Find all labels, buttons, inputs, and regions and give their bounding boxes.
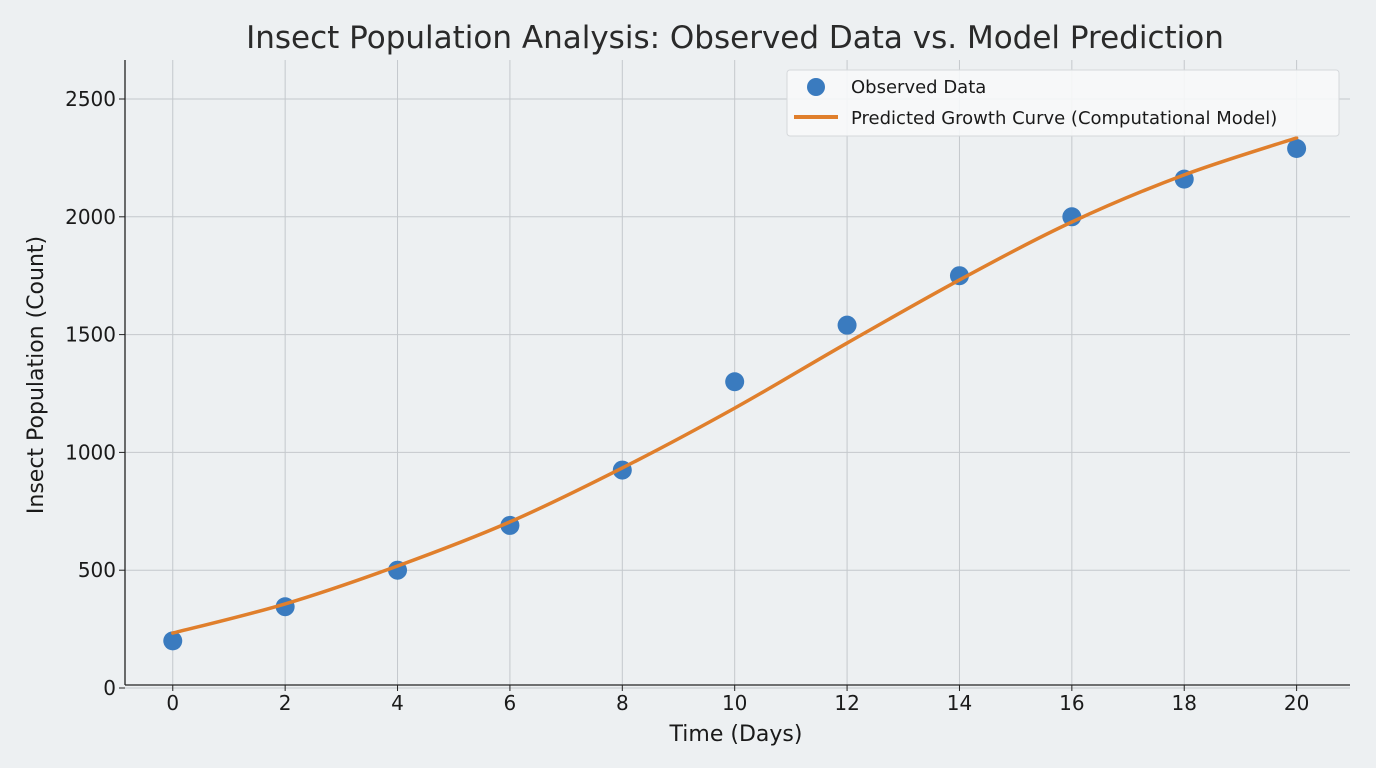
x-tick-label: 8 <box>616 691 629 715</box>
y-axis-label: Insect Population (Count) <box>24 236 49 514</box>
y-tick-label: 2500 <box>65 87 116 111</box>
legend: Observed Data Predicted Growth Curve (Co… <box>786 69 1340 137</box>
series-marks <box>163 136 1307 651</box>
axes <box>119 60 1350 691</box>
x-tick-label: 12 <box>834 691 859 715</box>
tick-labels: 0 2 4 6 8 10 12 14 16 18 20 0 500 1000 1500 2000 2500 <box>65 87 1309 715</box>
x-tick-label: 10 <box>722 691 747 715</box>
x-tick-label: 18 <box>1172 691 1197 715</box>
predicted-growth-curve <box>171 136 1299 635</box>
x-axis-label: Time (Days) <box>669 722 803 747</box>
x-tick-label: 6 <box>504 691 517 715</box>
observed-data-point <box>949 266 969 286</box>
y-tick-label: 1500 <box>65 323 116 347</box>
legend-box <box>786 69 1340 137</box>
x-tick-label: 0 <box>166 691 179 715</box>
legend-label-observed: Observed Data <box>851 77 986 98</box>
observed-data-point <box>837 315 857 335</box>
legend-label-predicted: Predicted Growth Curve (Computational Mo… <box>851 108 1277 129</box>
y-tick-label: 0 <box>103 676 116 700</box>
observed-data-point <box>163 631 183 651</box>
x-tick-label: 4 <box>391 691 404 715</box>
x-tick-label: 14 <box>947 691 972 715</box>
y-tick-label: 500 <box>78 558 116 582</box>
observed-data-point <box>725 372 745 392</box>
x-tick-label: 16 <box>1059 691 1084 715</box>
y-tick-label: 2000 <box>65 205 116 229</box>
x-tick-label: 20 <box>1284 691 1309 715</box>
legend-marker-observed <box>807 78 825 96</box>
y-tick-label: 1000 <box>65 440 116 464</box>
observed-data-point <box>1287 138 1307 158</box>
x-tick-label: 2 <box>279 691 292 715</box>
chart-title: Insect Population Analysis: Observed Dat… <box>246 20 1224 56</box>
